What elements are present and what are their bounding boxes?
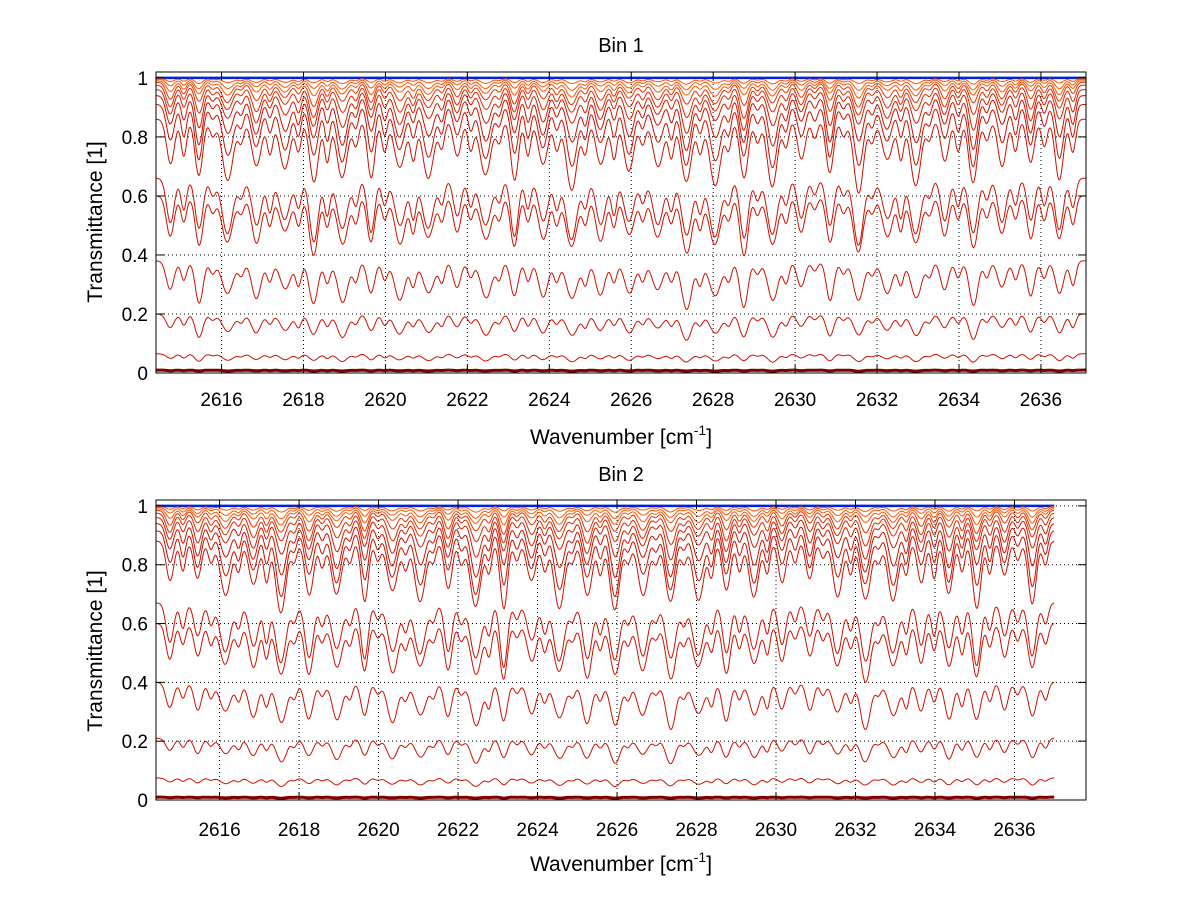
x-tick-label: 2628: [675, 820, 717, 841]
axes-box: [155, 499, 1087, 801]
y-tick-label: 1: [137, 69, 148, 90]
y-tick-label: 0: [137, 791, 148, 812]
y-tick-label: 0: [137, 364, 148, 385]
x-tick-label: 2630: [755, 820, 797, 841]
series-line-s16: [155, 368, 1087, 373]
tick-marks: [156, 72, 1086, 374]
series-line-s5: [156, 509, 1055, 535]
y-tick-labels: 0 0.2 0.4 0.6 0.8 1: [122, 497, 149, 812]
series-group: [155, 504, 1055, 800]
x-tick-label: 2632: [856, 390, 898, 411]
x-axis-label-superscript: -1: [694, 422, 707, 438]
tick-marks: [156, 500, 1086, 801]
y-tick-label: 0.2: [122, 732, 148, 753]
x-tick-label: 2624: [528, 390, 571, 411]
y-tick-label: 0.8: [122, 128, 148, 149]
chart-panel-bin-2: Bin 2 2616 2618 2620 2622 2624 2626 2628 2630 26…: [84, 464, 1087, 876]
x-axis-label-superscript: -1: [694, 849, 707, 865]
series-line-s4: [156, 80, 1086, 99]
y-axis-label: Transmittance [1]: [84, 141, 107, 302]
y-tick-labels: 0 0.2 0.4 0.6 0.8 1: [122, 69, 149, 385]
x-tick-label: 2618: [278, 820, 320, 841]
x-tick-label: 2624: [516, 820, 559, 841]
chart-panel-bin-1: Bin 1 2616 2618 2620 2622 2624 2626 2628 2630 26…: [84, 35, 1087, 449]
x-tick-label: 2622: [437, 820, 479, 841]
series-line-s9: [155, 530, 1055, 598]
series-line-s6: [156, 512, 1055, 547]
series-line-s11: [156, 602, 1055, 668]
series-line-s13: [155, 260, 1086, 310]
axes-box: [155, 71, 1087, 374]
x-tick-label: 2616: [200, 390, 242, 411]
series-line-s5: [155, 81, 1086, 108]
series-group: [155, 76, 1087, 373]
y-tick-label: 0.4: [122, 246, 149, 267]
x-tick-label: 2628: [692, 390, 734, 411]
x-tick-label: 2626: [610, 390, 652, 411]
series-line-s12: [156, 623, 1055, 683]
x-tick-label: 2634: [914, 820, 957, 841]
series-line-s8: [156, 523, 1055, 578]
y-tick-label: 0.2: [122, 305, 148, 326]
x-tick-label: 2616: [198, 820, 240, 841]
series-line-s6: [156, 84, 1086, 119]
series-line-s7: [155, 89, 1086, 134]
x-tick-label: 2618: [282, 390, 324, 411]
series-line-s2: [156, 506, 1055, 513]
y-tick-label: 0.6: [122, 615, 148, 636]
y-tick-label: 0.6: [122, 187, 148, 208]
x-tick-label: 2632: [834, 820, 876, 841]
x-tick-label: 2622: [446, 390, 488, 411]
series-line-s12: [156, 195, 1086, 257]
series-line-s14: [156, 737, 1055, 765]
x-tick-label: 2636: [993, 820, 1035, 841]
series-line-s16: [155, 795, 1055, 800]
x-axis-label-close: ]: [706, 426, 712, 449]
series-line-s8: [156, 95, 1086, 151]
series-line-s9: [155, 104, 1086, 169]
series-line-s4: [156, 508, 1055, 526]
series-line-s10: [156, 118, 1086, 194]
x-tick-labels: 2616 2618 2620 2622 2624 2626 2628 2630 2632 2634…: [200, 390, 1062, 411]
x-axis-label-main: Wavenumber [cm: [530, 853, 694, 876]
series-line-s2: [156, 78, 1086, 85]
series-line-s7: [156, 517, 1055, 561]
series-line-s3: [156, 506, 1055, 520]
series-line-s15: [155, 777, 1055, 788]
x-tick-label: 2620: [364, 390, 406, 411]
x-tick-label: 2636: [1020, 390, 1062, 411]
y-tick-label: 1: [137, 497, 148, 518]
x-axis-label-main: Wavenumber [cm: [530, 426, 694, 449]
x-axis-label-close: ]: [706, 853, 712, 876]
y-tick-label: 0.4: [122, 673, 149, 694]
x-axis-label: Wavenumber [cm-1]: [530, 849, 712, 876]
x-tick-label: 2626: [596, 820, 638, 841]
y-axis-label: Transmittance [1]: [84, 570, 107, 731]
x-tick-labels: 2616 2618 2620 2622 2624 2626 2628 2630 2632 2634…: [198, 820, 1035, 841]
x-tick-label: 2630: [774, 390, 816, 411]
series-line-s15: [156, 353, 1086, 363]
series-line-s3: [156, 78, 1086, 91]
y-tick-label: 0.8: [122, 556, 148, 577]
series-line-s10: [155, 540, 1055, 614]
series-line-s13: [156, 681, 1055, 730]
x-axis-label: Wavenumber [cm-1]: [530, 422, 712, 449]
series-line-s11: [156, 177, 1086, 246]
x-tick-label: 2634: [938, 390, 981, 411]
series-line-s14: [156, 313, 1086, 341]
chart-title: Bin 1: [598, 35, 644, 57]
chart-title: Bin 2: [598, 464, 644, 486]
x-tick-label: 2620: [357, 820, 399, 841]
